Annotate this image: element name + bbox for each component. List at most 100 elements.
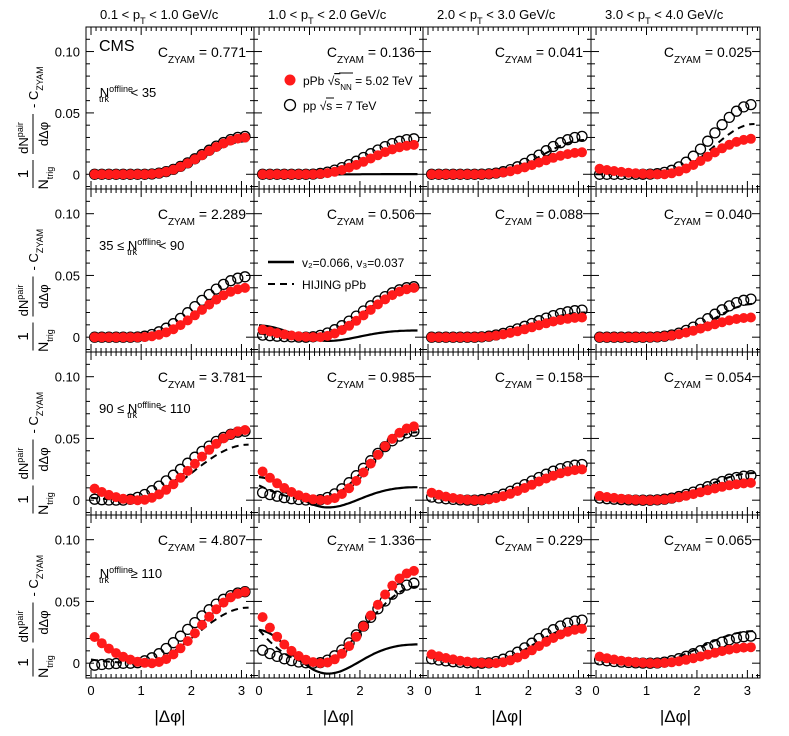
- pp-point: [278, 653, 290, 665]
- panel-grid: CZYAM = 0.771 CZYAM = 0.136 CZYAM = 0.041 C…: [85, 26, 761, 679]
- y-tick-label: 0.10: [55, 370, 80, 385]
- ppb-point: [257, 466, 268, 477]
- ppb-point: [594, 490, 605, 501]
- y-tick-label: 0.10: [55, 45, 80, 60]
- ppb-point: [440, 332, 451, 343]
- ppb-point: [569, 147, 580, 158]
- ppb-point: [351, 631, 362, 642]
- ppb-point: [380, 589, 391, 600]
- pp-point: [716, 119, 728, 131]
- ppb-point: [476, 495, 487, 506]
- panel: CZYAM = 4.807: [85, 514, 255, 679]
- ppb-point: [111, 332, 122, 343]
- ppb-point: [380, 294, 391, 305]
- pp-point: [256, 486, 269, 499]
- ppb-point: [286, 645, 297, 656]
- ppb-point: [279, 169, 290, 180]
- pp-point: [401, 579, 413, 591]
- row-label: Noffline trk ≥ 110: [99, 565, 162, 585]
- pp-point: [745, 293, 757, 305]
- ppb-point: [738, 478, 749, 489]
- pp-point: [408, 577, 420, 589]
- x-axis-title: |Δφ|: [660, 707, 691, 726]
- ppb-point: [645, 658, 656, 669]
- ppb-point: [240, 586, 250, 597]
- ppb-point: [96, 638, 107, 649]
- ppb-point: [344, 641, 355, 652]
- pp-point: [723, 300, 735, 312]
- pp-point: [738, 294, 750, 306]
- y-tick-label: 0.05: [55, 431, 80, 446]
- y-label-czyam: - CZYAM: [26, 66, 45, 108]
- x-tick-label: 1: [306, 683, 313, 698]
- ppb-point: [182, 315, 193, 326]
- x-axis-title: |Δφ|: [491, 707, 522, 726]
- y-label-dn: dNpair: [15, 611, 31, 643]
- ppb-point: [476, 657, 487, 668]
- column-titles: 0.1 < pT < 1.0 GeV/c 1.0 < pT < 2.0 GeV/c…: [100, 7, 724, 26]
- ppb-point: [745, 642, 756, 653]
- annotations: CMS Noffline trk < 35 35 ≤ Noffline trk < 90…: [99, 38, 413, 585]
- czyam-label: CZYAM = 0.158: [495, 369, 583, 391]
- pp-point: [702, 135, 714, 147]
- ppb-point: [315, 495, 326, 505]
- pp-point: [217, 278, 230, 291]
- x-tick-label: 2: [356, 683, 363, 698]
- ppb-point: [89, 332, 100, 343]
- ppb-point: [300, 169, 311, 180]
- pp-point: [723, 111, 735, 124]
- x-axis-labels: 0 1 2 3 |Δφ| 0 1 2 3 |Δφ| 0 1 2 3 |Δφ| 0 1 2 3 |Δφ|: [87, 683, 751, 726]
- ppb-point: [637, 332, 648, 343]
- ppb-point: [300, 331, 311, 342]
- ppb-point: [469, 169, 480, 180]
- ppb-point: [483, 658, 494, 669]
- ppb-point: [111, 169, 122, 180]
- ppb-point: [448, 169, 459, 180]
- ppb-point: [89, 632, 100, 642]
- x-tick-label: 1: [475, 683, 482, 698]
- ppb-point: [738, 642, 749, 653]
- ppb-point: [365, 458, 376, 469]
- ppb-point: [189, 310, 200, 321]
- ppb-point: [218, 597, 229, 608]
- pp-point: [271, 490, 283, 502]
- ppb-point: [358, 310, 369, 321]
- y-label-one: 1: [15, 332, 32, 340]
- pp-point: [745, 98, 757, 111]
- panel: CZYAM = 0.025: [590, 26, 761, 190]
- ppb-point: [645, 332, 656, 343]
- panel: CZYAM = 0.506: [253, 188, 424, 353]
- ppb-point: [476, 332, 487, 342]
- ppb-point: [197, 619, 207, 630]
- ppb-point: [652, 658, 663, 669]
- pp-point: [576, 614, 588, 626]
- ppb-point: [132, 495, 143, 506]
- ppb-point: [745, 477, 756, 488]
- ppb-point: [103, 169, 114, 180]
- ppb-point: [594, 332, 605, 343]
- hijing-curve: [90, 606, 249, 665]
- ppb-point: [358, 621, 369, 632]
- ppb-point: [380, 441, 391, 452]
- pp-point: [730, 296, 743, 309]
- panel: CZYAM = 0.041: [422, 26, 592, 190]
- x-tick-label: 3: [744, 683, 751, 698]
- y-tick-label: 0.10: [55, 207, 80, 222]
- legend-hijing-label: HIJING pPb: [302, 278, 366, 292]
- czyam-label: CZYAM = 3.781: [158, 369, 246, 391]
- ppb-point: [329, 654, 340, 665]
- x-tick-label: 0: [424, 683, 431, 698]
- ppb-point: [336, 325, 347, 336]
- y-label-ntrig: Ntrig: [35, 167, 55, 190]
- ppb-point: [132, 169, 143, 180]
- ppb-point: [637, 168, 648, 179]
- ppb-point: [469, 495, 480, 506]
- x-tick-label: 1: [138, 683, 145, 698]
- pp-point: [256, 644, 269, 656]
- ppb-point: [182, 636, 193, 647]
- czyam-label: CZYAM = 0.771: [158, 44, 246, 66]
- ppb-point: [240, 282, 250, 293]
- czyam-label: CZYAM = 1.336: [327, 532, 415, 554]
- y-tick-label: 0.05: [55, 268, 80, 283]
- y-label-dphi: dΔφ: [36, 447, 51, 471]
